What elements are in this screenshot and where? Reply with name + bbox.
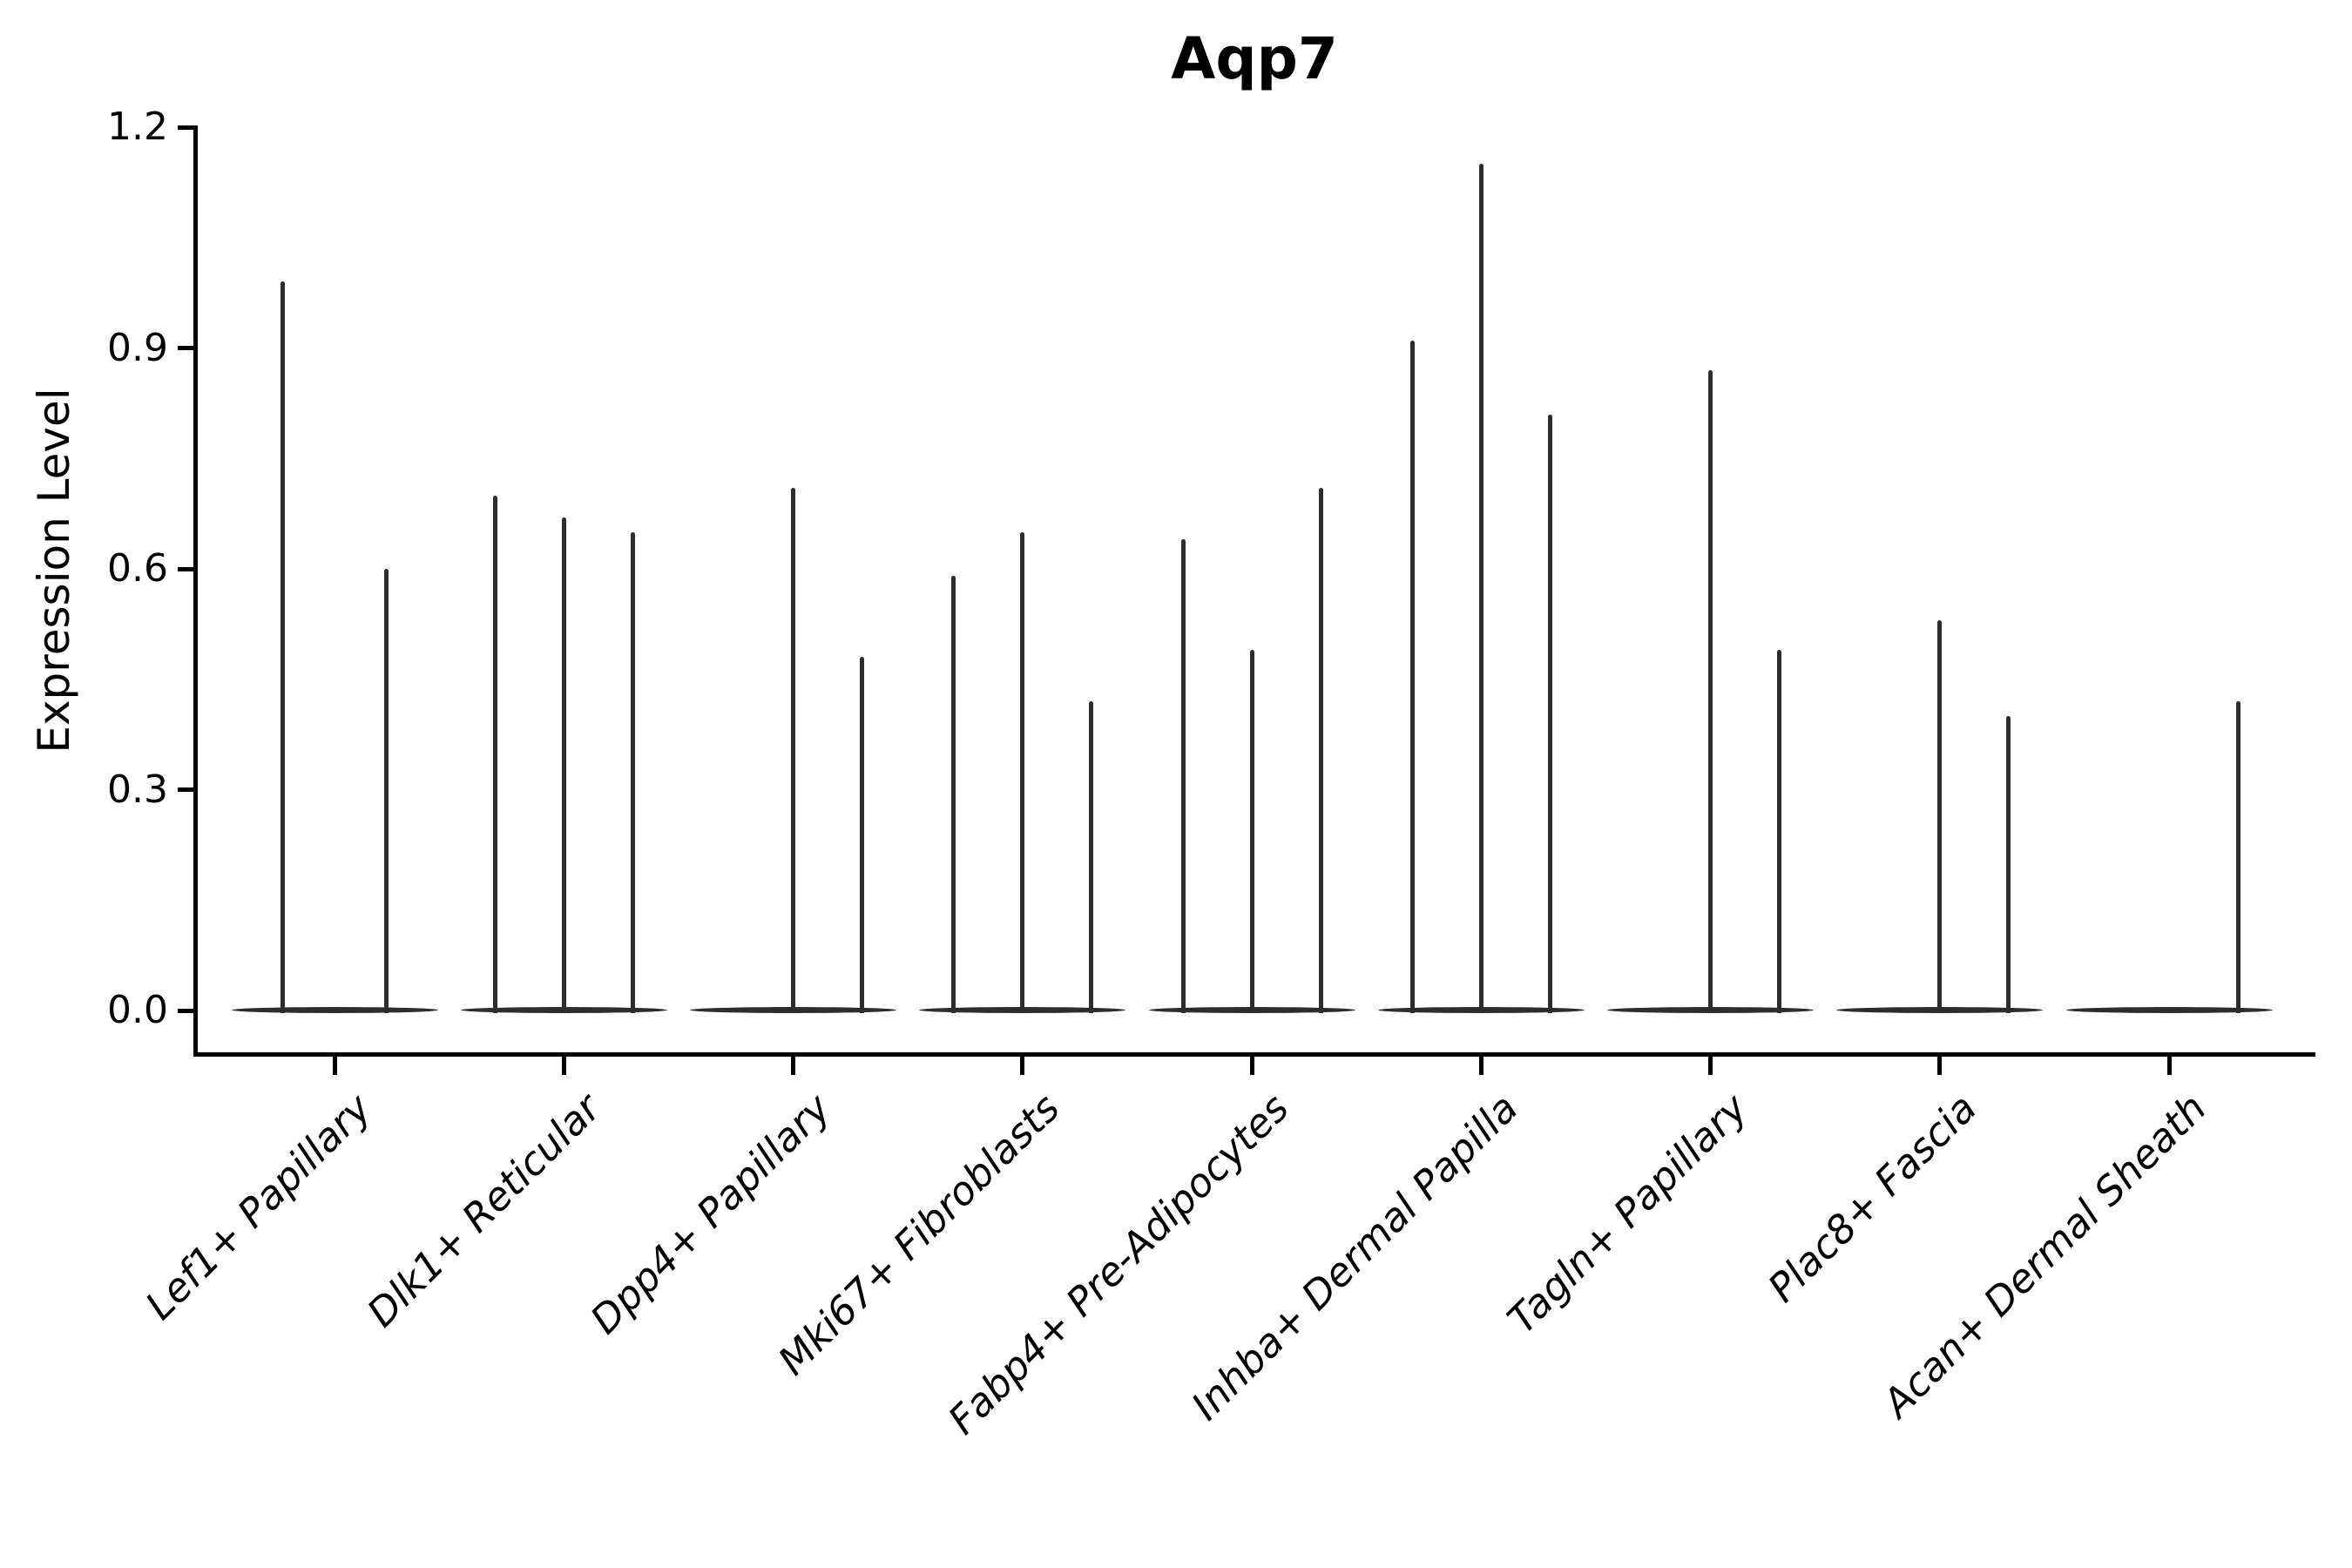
violin-spike [1409, 341, 1415, 1013]
violin-spike [860, 657, 864, 1013]
violin-spike [1020, 531, 1025, 1013]
y-tick-label: 0.6 [107, 546, 168, 591]
violin-spike [1777, 649, 1781, 1013]
y-tick-mark [178, 787, 196, 792]
y-tick-mark [178, 566, 196, 571]
violin-spike [383, 569, 389, 1013]
x-tick-label: Dlk1+ Reticular [358, 1085, 611, 1336]
violin-baseline [231, 1007, 438, 1013]
x-tick-label: Dpp4+ Papillary [581, 1085, 840, 1343]
x-tick-label: Plac8+ Fascia [1759, 1085, 1986, 1312]
violin-spike [2235, 701, 2240, 1013]
x-tick-mark [791, 1057, 795, 1075]
violin-spike [951, 576, 956, 1013]
chart-title: Aqp7 [1171, 25, 1338, 92]
y-tick-mark [178, 346, 196, 350]
x-tick-mark [332, 1057, 337, 1075]
violin-spike [1318, 488, 1323, 1013]
violin-baseline [2065, 1007, 2273, 1013]
violin-spike [1249, 649, 1254, 1013]
violin-spike [1478, 164, 1484, 1013]
violin-spike [1708, 369, 1713, 1013]
y-tick-label: 0.3 [107, 767, 168, 812]
violin-spike [492, 495, 497, 1013]
x-tick-label: Lef1+ Papillary [136, 1085, 381, 1329]
x-tick-mark [2166, 1057, 2172, 1075]
x-tick-mark [1937, 1057, 1943, 1075]
y-tick-label: 1.2 [107, 105, 168, 149]
y-axis-spine [193, 125, 198, 1057]
violin-spike [1180, 539, 1186, 1013]
violin-spike [1547, 414, 1552, 1013]
x-tick-mark [1249, 1057, 1254, 1075]
x-tick-mark [1708, 1057, 1713, 1075]
x-tick-mark [1478, 1057, 1484, 1075]
violin-spike [2006, 716, 2011, 1013]
violin-spike [280, 281, 286, 1013]
x-axis-spine [193, 1052, 2315, 1057]
violin-spike [1089, 701, 1094, 1013]
y-tick-mark [178, 125, 196, 130]
y-tick-label: 0.0 [107, 988, 168, 1032]
x-tick-mark [561, 1057, 566, 1075]
violin-spike [561, 517, 566, 1013]
violin-spike [791, 488, 795, 1013]
violin-spike [1937, 620, 1943, 1013]
y-tick-label: 0.9 [107, 325, 168, 370]
violin-spike [630, 531, 635, 1013]
y-tick-mark [178, 1008, 196, 1013]
x-tick-label: Tagln+ Papillary [1498, 1085, 1757, 1343]
x-tick-mark [1020, 1057, 1025, 1075]
